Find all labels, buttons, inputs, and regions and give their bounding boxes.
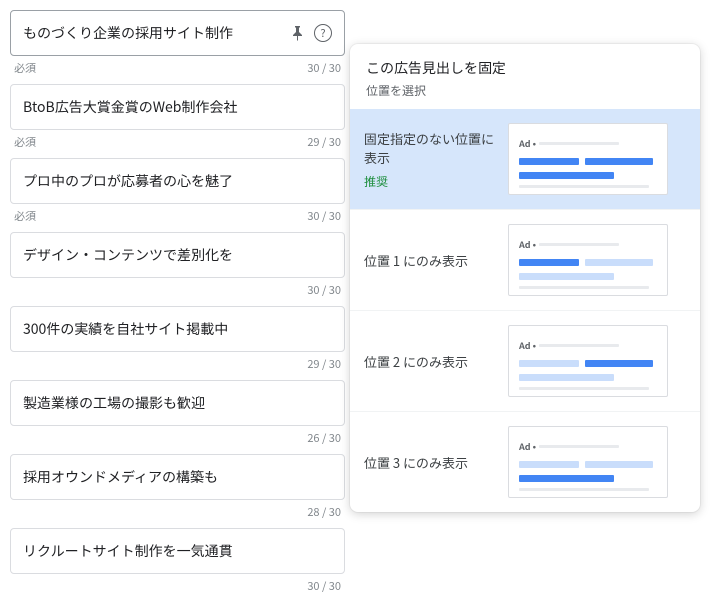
required-label: 必須: [14, 208, 36, 224]
ad-label: Ad •: [519, 339, 536, 352]
required-label: 必須: [14, 134, 36, 150]
headline-text: 製造業様の工場の撮影も歓迎: [23, 393, 332, 413]
headline-meta-3: 30 / 30: [10, 280, 345, 306]
ad-preview-pos2: Ad •: [508, 325, 668, 397]
field-actions: ?: [290, 24, 332, 42]
headline-meta-6: 28 / 30: [10, 502, 345, 528]
headline-input-0[interactable]: ものづくり企業の採用サイト制作 ?: [10, 10, 345, 56]
option-label-col: 固定指定のない位置に表示 推奨: [364, 129, 494, 190]
popover-title: この広告見出しを固定: [366, 58, 684, 78]
headline-meta-0: 必須 30 / 30: [10, 58, 345, 84]
headline-input-3[interactable]: デザイン・コンテンツで差別化を: [10, 232, 345, 278]
headline-input-4[interactable]: 300件の実績を自社サイト掲載中: [10, 306, 345, 352]
char-count: 30 / 30: [307, 60, 341, 76]
option-label-col: 位置 1 にのみ表示: [364, 251, 494, 270]
option-label-col: 位置 3 にのみ表示: [364, 453, 494, 472]
popover-subtitle: 位置を選択: [366, 82, 684, 99]
pin-option-pos1[interactable]: 位置 1 にのみ表示 Ad •: [350, 209, 700, 310]
char-count: 29 / 30: [307, 134, 341, 150]
ad-label: Ad •: [519, 238, 536, 251]
pin-position-popover: この広告見出しを固定 位置を選択 固定指定のない位置に表示 推奨 Ad • 位置…: [350, 44, 700, 512]
option-label: 位置 1 にのみ表示: [364, 251, 494, 270]
char-count: 30 / 30: [307, 578, 341, 594]
headline-text: ものづくり企業の採用サイト制作: [23, 23, 290, 43]
char-count: 26 / 30: [307, 430, 341, 446]
ad-label: Ad •: [519, 137, 536, 150]
char-count: 28 / 30: [307, 504, 341, 520]
headline-meta-1: 必須 29 / 30: [10, 132, 345, 158]
headline-text: リクルートサイト制作を一気通貫: [23, 541, 332, 561]
headline-input-2[interactable]: プロ中のプロが応募者の心を魅了: [10, 158, 345, 204]
popover-header: この広告見出しを固定 位置を選択: [350, 44, 700, 109]
char-count: 30 / 30: [307, 282, 341, 298]
headline-input-7[interactable]: リクルートサイト制作を一気通貫: [10, 528, 345, 574]
help-icon[interactable]: ?: [314, 24, 332, 42]
headline-text: プロ中のプロが応募者の心を魅了: [23, 171, 332, 191]
required-label: 必須: [14, 60, 36, 76]
headline-meta-2: 必須 30 / 30: [10, 206, 345, 232]
headline-text: デザイン・コンテンツで差別化を: [23, 245, 332, 265]
option-label-col: 位置 2 にのみ表示: [364, 352, 494, 371]
headline-text: BtoB広告大賞金賞のWeb制作会社: [23, 97, 332, 117]
ad-preview-unpinned: Ad •: [508, 123, 668, 195]
pin-option-pos2[interactable]: 位置 2 にのみ表示 Ad •: [350, 310, 700, 411]
char-count: 29 / 30: [307, 356, 341, 372]
char-count: 30 / 30: [307, 208, 341, 224]
pin-option-pos3[interactable]: 位置 3 にのみ表示 Ad •: [350, 411, 700, 512]
headline-meta-5: 26 / 30: [10, 428, 345, 454]
ad-preview-pos1: Ad •: [508, 224, 668, 296]
ad-label: Ad •: [519, 440, 536, 453]
pin-icon[interactable]: [290, 25, 304, 41]
option-label: 位置 3 にのみ表示: [364, 453, 494, 472]
recommended-badge: 推奨: [364, 173, 494, 190]
option-label: 位置 2 にのみ表示: [364, 352, 494, 371]
option-label: 固定指定のない位置に表示: [364, 129, 494, 167]
headline-text: 採用オウンドメディアの構築も: [23, 467, 332, 487]
headline-meta-4: 29 / 30: [10, 354, 345, 380]
headline-input-6[interactable]: 採用オウンドメディアの構築も: [10, 454, 345, 500]
headlines-column: ものづくり企業の採用サイト制作 ? 必須 30 / 30 BtoB広告大賞金賞の…: [10, 10, 345, 602]
headline-input-1[interactable]: BtoB広告大賞金賞のWeb制作会社: [10, 84, 345, 130]
headline-meta-7: 30 / 30: [10, 576, 345, 602]
headline-text: 300件の実績を自社サイト掲載中: [23, 319, 332, 339]
headline-input-5[interactable]: 製造業様の工場の撮影も歓迎: [10, 380, 345, 426]
pin-option-unpinned[interactable]: 固定指定のない位置に表示 推奨 Ad •: [350, 109, 700, 209]
ad-preview-pos3: Ad •: [508, 426, 668, 498]
